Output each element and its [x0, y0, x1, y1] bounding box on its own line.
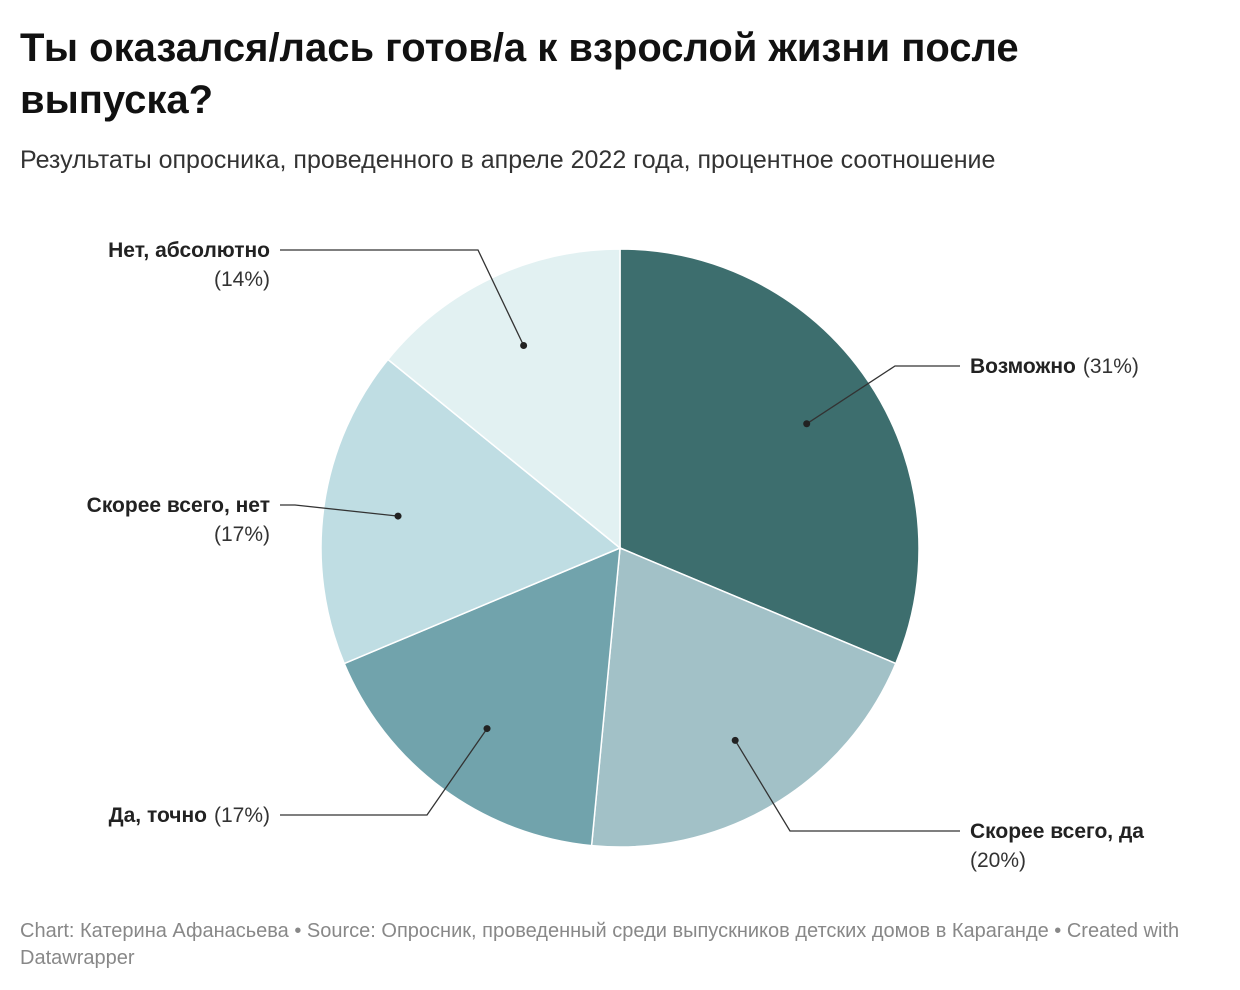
leader-line	[806, 365, 960, 425]
slice-label: Скорее всего, да (20%)	[970, 820, 1144, 872]
leader-dot	[394, 512, 402, 520]
slice-label: Да, точно (17%)	[109, 804, 270, 827]
slice-name: Да, точно	[109, 804, 207, 827]
leader-line	[734, 740, 960, 832]
slice-value-label: (17%)	[214, 523, 270, 546]
slice-value-label: (14%)	[214, 268, 270, 291]
chart-subtitle: Результаты опросника, проведенного в апр…	[20, 146, 996, 174]
leader-dot	[803, 420, 811, 428]
leader-dot	[483, 725, 491, 733]
slice-value-label: (17%)	[214, 804, 270, 827]
slice-name: Возможно	[970, 355, 1076, 378]
leader-dot	[731, 736, 739, 744]
chart: Возможно (31%) Скорее всего, да (20%) Да, то…	[87, 239, 1145, 872]
slice-label: Нет, абсолютно (14%)	[108, 239, 270, 291]
pie-slice	[343, 546, 621, 847]
slice-label: Скорее всего, нет (17%)	[87, 494, 270, 546]
slice-name: Нет, абсолютно	[108, 239, 270, 262]
slice-name: Скорее всего, нет	[87, 494, 270, 517]
leader-line	[280, 728, 488, 816]
pie-slice	[320, 358, 622, 665]
chart-title: Ты оказался/лась готов/а к взрослой жизн…	[20, 26, 1019, 122]
slice-value-label: (20%)	[970, 849, 1026, 872]
leader-dot	[520, 342, 528, 350]
leader-line	[280, 504, 399, 517]
leader-line	[280, 249, 525, 346]
slice-value-label: (31%)	[1083, 355, 1139, 378]
footer: Chart: Катерина Афанасьева • Source: Опр…	[20, 920, 1180, 969]
slice-label: Возможно (31%)	[970, 355, 1139, 378]
slice-name: Скорее всего, да	[970, 820, 1144, 843]
